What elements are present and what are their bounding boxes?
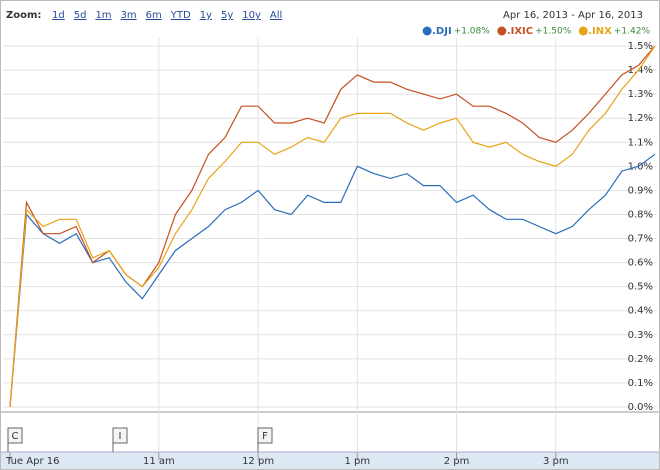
zoom-option[interactable]: 5y <box>221 10 233 21</box>
flag-box[interactable] <box>112 427 128 444</box>
y-tick-label: 0.5% <box>628 282 653 293</box>
time-axis-band <box>1 452 659 469</box>
x-tick-label: 3 pm <box>543 456 569 467</box>
date-range: Apr 16, 2013 - Apr 16, 2013 <box>503 10 643 21</box>
zoom-option[interactable]: 3m <box>121 10 137 21</box>
y-tick-label: 0.7% <box>628 234 653 245</box>
y-tick-label: 1.0% <box>628 161 653 172</box>
zoom-option[interactable]: 5d <box>74 10 87 21</box>
y-tick-label: 0.8% <box>628 209 653 220</box>
legend-change: +1.08% <box>454 27 491 37</box>
zoom-option[interactable]: 1d <box>52 10 65 21</box>
flag-label: C <box>12 431 19 442</box>
x-tick-label: Tue Apr 16 <box>5 456 59 467</box>
series-line <box>9 45 656 408</box>
zoom-label: Zoom: <box>6 10 41 21</box>
y-tick-label: 0.3% <box>628 330 653 341</box>
legend-swatch <box>422 26 432 36</box>
zoom-option[interactable]: 6m <box>146 10 162 21</box>
y-tick-label: 0.4% <box>628 306 653 317</box>
y-tick-label: 0.0% <box>628 402 653 413</box>
legend-change: +1.50% <box>535 27 572 37</box>
y-tick-label: 0.2% <box>628 354 653 365</box>
y-tick-label: 1.1% <box>628 137 653 148</box>
zoom-option[interactable]: All <box>270 10 282 21</box>
x-tick-label: 2 pm <box>444 456 470 467</box>
y-tick-label: 1.4% <box>628 65 653 76</box>
y-tick-label: 1.5% <box>628 41 653 52</box>
zoom-option[interactable]: 1m <box>95 10 111 21</box>
y-tick-label: 0.9% <box>628 185 653 196</box>
legend-name: .IXIC <box>507 26 533 37</box>
zoom-option[interactable]: YTD <box>170 10 191 21</box>
y-tick-label: 0.6% <box>628 258 653 269</box>
legend-name: .INX <box>588 26 612 37</box>
zoom-option[interactable]: 10y <box>242 10 261 21</box>
series-line <box>9 153 656 408</box>
legend-name: .DJI <box>432 26 452 37</box>
flag-label: I <box>119 431 122 442</box>
legend-swatch <box>497 26 507 36</box>
x-tick-label: 1 pm <box>344 456 370 467</box>
flag-box[interactable] <box>257 427 273 444</box>
y-tick-label: 0.1% <box>628 378 653 389</box>
x-tick-label: 12 pm <box>242 456 274 467</box>
y-tick-label: 1.3% <box>628 89 653 100</box>
legend-change: +1.42% <box>614 27 651 37</box>
x-tick-label: 11 am <box>143 456 175 467</box>
zoom-option[interactable]: 1y <box>200 10 212 21</box>
flag-label: F <box>262 431 268 442</box>
legend-swatch <box>578 26 588 36</box>
y-tick-label: 1.2% <box>628 113 653 124</box>
flag-box[interactable] <box>7 427 23 444</box>
